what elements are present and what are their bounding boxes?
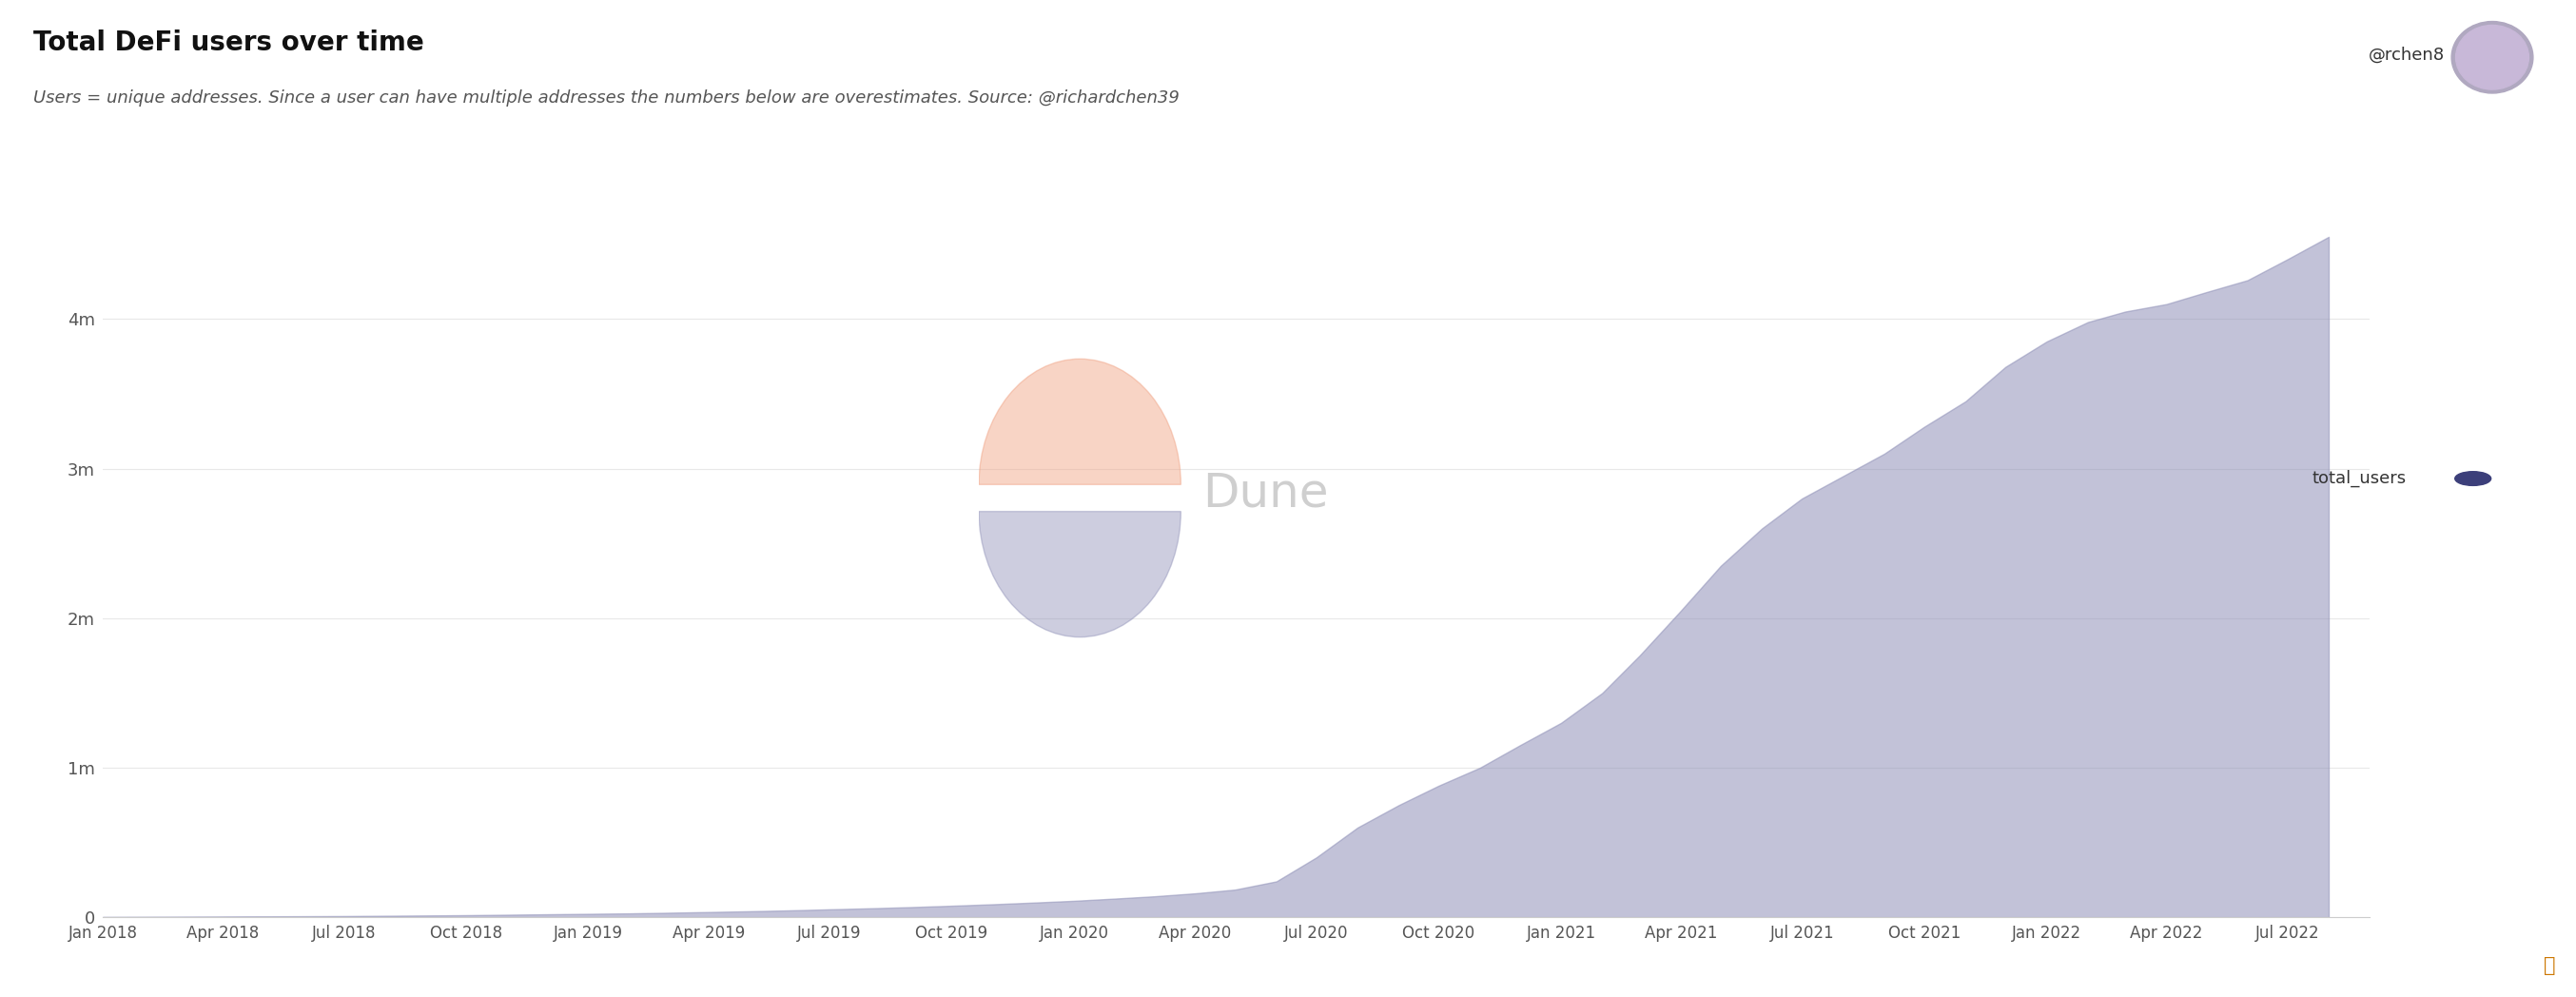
- Wedge shape: [979, 511, 1180, 637]
- Text: total_users: total_users: [2311, 470, 2406, 488]
- Text: ⓘ: ⓘ: [2543, 956, 2555, 975]
- Circle shape: [2455, 25, 2530, 90]
- Text: Total DeFi users over time: Total DeFi users over time: [33, 30, 425, 57]
- Wedge shape: [979, 359, 1180, 485]
- Text: Users = unique addresses. Since a user can have multiple addresses the numbers b: Users = unique addresses. Since a user c…: [33, 90, 1180, 107]
- Circle shape: [2452, 22, 2532, 94]
- Text: Dune: Dune: [1203, 471, 1329, 516]
- Text: @rchen8: @rchen8: [2367, 46, 2445, 64]
